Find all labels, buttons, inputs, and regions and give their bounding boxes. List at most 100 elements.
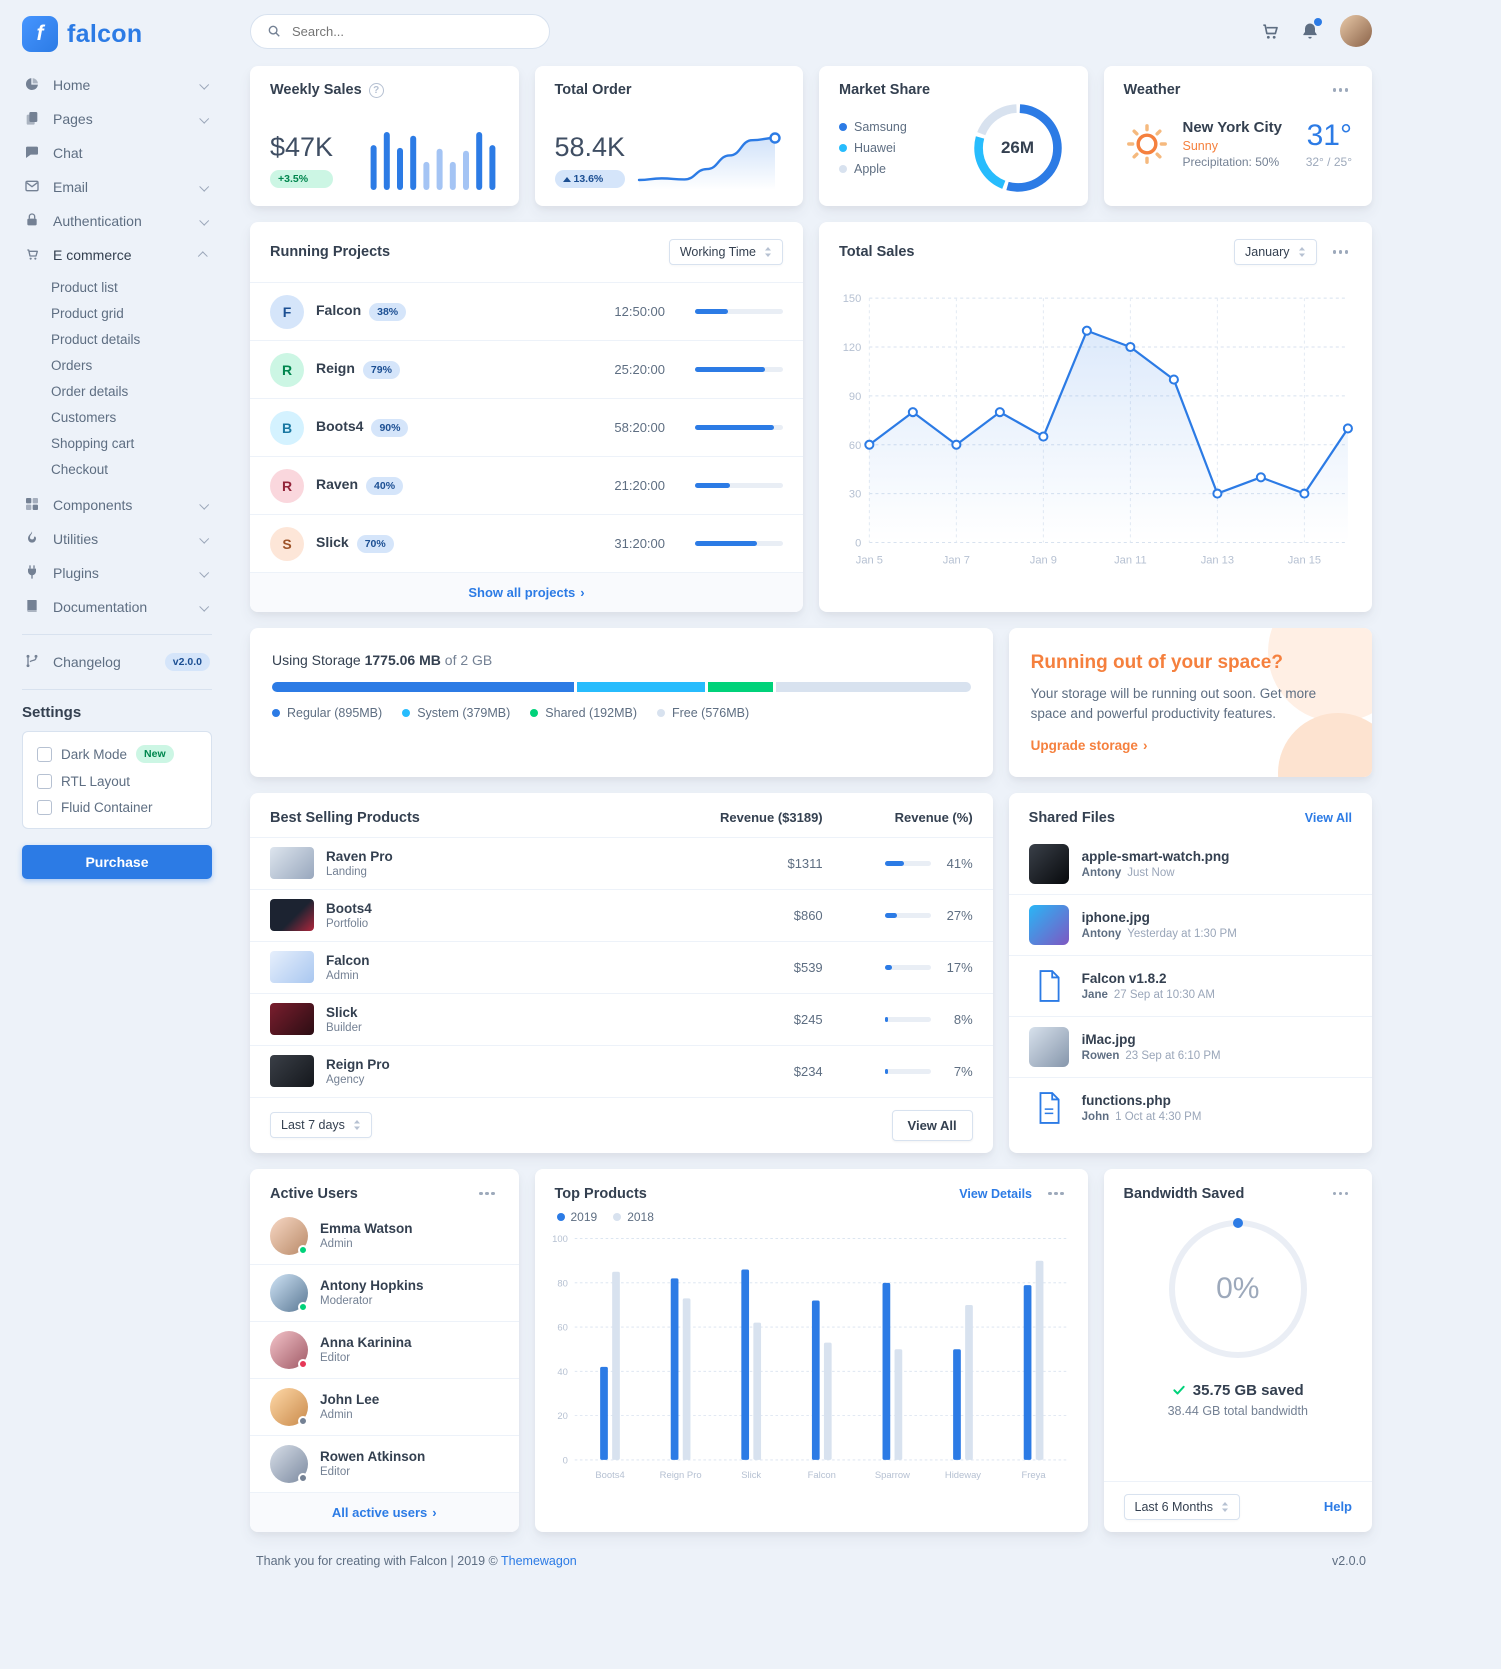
month-select[interactable]: January: [1234, 239, 1317, 265]
user-name-link[interactable]: Emma Watson: [320, 1221, 413, 1236]
sidebar-item-ecommerce[interactable]: E commerce: [22, 238, 212, 272]
svg-text:90: 90: [849, 391, 861, 403]
view-details-link[interactable]: View Details: [959, 1186, 1032, 1201]
svg-text:Jan 5: Jan 5: [856, 555, 883, 567]
project-name-link[interactable]: Reign: [316, 360, 355, 376]
project-name-link[interactable]: Raven: [316, 476, 359, 492]
file-name-link[interactable]: functions.php: [1081, 1092, 1171, 1108]
project-avatar: F: [270, 294, 304, 329]
sidebar-subitem-shopping-cart[interactable]: Shopping cart: [51, 435, 135, 451]
total-sales-line-chart: 0 30 60 90 120 150 Jan 5 Jan 7 Jan 9 Jan 11 Jan 13…: [819, 282, 1372, 583]
sidebar-item-utilities[interactable]: Utilities: [22, 522, 212, 556]
weather-condition: Sunny: [1182, 139, 1218, 153]
market-share-total: 26M: [1000, 138, 1035, 157]
sidebar-item-chat[interactable]: Chat: [22, 136, 212, 170]
user-name-link[interactable]: Antony Hopkins: [320, 1278, 424, 1293]
show-all-projects-link[interactable]: Show all projects ›: [250, 572, 803, 612]
legend-dot: [272, 709, 280, 717]
sidebar-subitem-orders[interactable]: Orders: [51, 357, 93, 373]
status-badge: [298, 1472, 308, 1483]
card-menu-icon[interactable]: [1044, 1188, 1068, 1200]
product-name-link[interactable]: Slick: [326, 1004, 358, 1020]
rtl-layout-checkbox[interactable]: RTL Layout: [37, 774, 197, 789]
sidebar-item-changelog[interactable]: Changelog v2.0.0: [22, 645, 212, 679]
project-row: F Falcon 38% 12:50:00: [250, 282, 803, 340]
project-progress-bar: [695, 483, 783, 488]
product-name-link[interactable]: Reign Pro: [326, 1056, 390, 1072]
sidebar-subitem-customers[interactable]: Customers: [51, 409, 117, 425]
user-name-link[interactable]: Anna Karinina: [320, 1335, 412, 1350]
cart-icon[interactable]: [1260, 21, 1280, 41]
sidebar-subitem-order-details[interactable]: Order details: [51, 383, 129, 399]
shopping-cart-icon: [24, 246, 42, 264]
chevron-down-icon: [199, 181, 210, 192]
user-role: Editor: [320, 1352, 351, 1364]
project-name-link[interactable]: Boots4: [316, 418, 364, 434]
sidebar-item-home[interactable]: Home: [22, 68, 212, 102]
user-name-link[interactable]: John Lee: [320, 1392, 380, 1407]
user-name-link[interactable]: Rowen Atkinson: [320, 1449, 426, 1464]
product-revenue-percent: 41%: [946, 855, 973, 871]
help-link[interactable]: Help: [1323, 1499, 1352, 1514]
upgrade-storage-link[interactable]: Upgrade storage ›: [1030, 737, 1148, 753]
card-menu-icon[interactable]: [1329, 1188, 1353, 1200]
project-avatar: S: [270, 526, 304, 561]
file-name-link[interactable]: apple-smart-watch.png: [1081, 848, 1230, 864]
lock-icon: [24, 212, 42, 230]
card-menu-icon[interactable]: [1329, 246, 1353, 258]
help-icon[interactable]: ?: [368, 82, 384, 98]
project-name-link[interactable]: Slick: [316, 534, 349, 550]
working-time-select[interactable]: Working Time: [668, 239, 783, 265]
sidebar-subitem-product-list[interactable]: Product list: [51, 279, 118, 295]
top-products-card: Top Products View Details 2019 2018 0 20 4…: [534, 1168, 1088, 1532]
product-revenue-percent: 17%: [946, 959, 973, 975]
search-icon: [267, 24, 281, 38]
last-7-days-select[interactable]: Last 7 days: [270, 1112, 372, 1138]
user-avatar[interactable]: [1340, 15, 1372, 47]
sidebar-item-authentication[interactable]: Authentication: [22, 204, 212, 238]
caret-up-icon: [562, 176, 571, 182]
card-title: Running Projects: [270, 244, 391, 260]
file-name-link[interactable]: Falcon v1.8.2: [1081, 970, 1167, 986]
view-all-button[interactable]: View All: [891, 1109, 973, 1141]
legend-item-samsung: Samsung: [839, 120, 907, 134]
card-title: Weekly Sales: [270, 82, 362, 98]
sidebar-subitem-product-grid[interactable]: Product grid: [51, 305, 124, 321]
brand-logo[interactable]: f falcon: [22, 16, 212, 52]
project-progress-badge: 40%: [366, 477, 404, 495]
storage-segment-free: [776, 682, 971, 692]
check-icon: [1173, 1385, 1185, 1395]
sidebar-item-pages[interactable]: Pages: [22, 102, 212, 136]
notifications-bell-icon[interactable]: [1300, 18, 1322, 41]
view-all-files-link[interactable]: View All: [1304, 810, 1352, 825]
sidebar-item-plugins[interactable]: Plugins: [22, 556, 212, 590]
purchase-button[interactable]: Purchase: [22, 845, 212, 879]
card-menu-icon[interactable]: [1329, 84, 1353, 96]
sidebar-item-components[interactable]: Components: [22, 488, 212, 522]
search-input[interactable]: [290, 22, 533, 40]
sidebar: f falcon Home Pages Chat Email Authentic…: [0, 0, 236, 919]
dark-mode-checkbox[interactable]: Dark Mode New: [37, 745, 197, 763]
sidebar-item-documentation[interactable]: Documentation: [22, 590, 212, 624]
last-6-months-select[interactable]: Last 6 Months: [1123, 1493, 1241, 1520]
sidebar-subitem-checkout[interactable]: Checkout: [51, 461, 109, 477]
product-name-link[interactable]: Boots4: [326, 900, 372, 916]
card-title: Top Products: [554, 1185, 647, 1202]
active-users-card: Active Users Emma Watson Admin Antony Hop…: [250, 1168, 519, 1532]
sidebar-subitem-product-details[interactable]: Product details: [51, 331, 141, 347]
caret-sort-icon: [1298, 247, 1305, 257]
file-name-link[interactable]: iphone.jpg: [1081, 909, 1150, 925]
product-row: Falcon Admin $539 17%: [250, 940, 993, 993]
project-name-link[interactable]: Falcon: [316, 302, 362, 318]
sidebar-item-email[interactable]: Email: [22, 170, 212, 204]
fluid-container-checkbox[interactable]: Fluid Container: [37, 800, 197, 815]
chevron-down-icon: [199, 533, 210, 544]
file-name-link[interactable]: iMac.jpg: [1081, 1031, 1136, 1047]
product-name-link[interactable]: Falcon: [326, 952, 370, 968]
card-menu-icon[interactable]: [475, 1188, 499, 1200]
all-active-users-link[interactable]: All active users ›: [250, 1491, 519, 1532]
themewagon-link[interactable]: Themewagon: [501, 1553, 577, 1568]
legend-dot: [657, 709, 665, 717]
caret-sort-icon: [1222, 1501, 1229, 1512]
product-name-link[interactable]: Raven Pro: [326, 848, 393, 864]
